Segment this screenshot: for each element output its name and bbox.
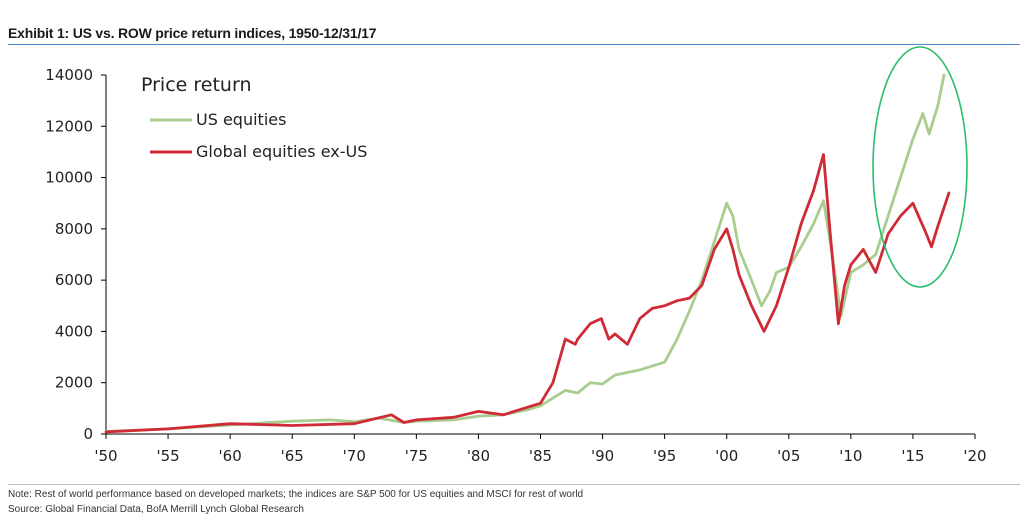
x-tick-label: '10 <box>839 447 862 465</box>
y-tick-label: 6000 <box>55 271 93 289</box>
footer-rule <box>8 484 1020 485</box>
x-tick-label: '70 <box>343 447 366 465</box>
x-tick-label: '90 <box>591 447 614 465</box>
x-tick-label: '05 <box>777 447 800 465</box>
x-tick-label: '65 <box>281 447 304 465</box>
legend-title: Price return <box>141 74 251 96</box>
x-tick-label: '80 <box>467 447 490 465</box>
y-tick-label: 10000 <box>45 169 93 187</box>
chart-legend: Price return US equities Global equities… <box>141 74 367 161</box>
x-tick-label: '15 <box>901 447 924 465</box>
x-tick-label: '60 <box>219 447 242 465</box>
x-tick-label: '55 <box>156 447 179 465</box>
x-tick-label: '00 <box>715 447 738 465</box>
series-line-global-equities-ex-us <box>104 153 951 434</box>
x-tick-label: '75 <box>405 447 428 465</box>
y-tick-label: 2000 <box>55 374 93 392</box>
y-tick-label: 12000 <box>45 117 93 135</box>
y-tick-label: 0 <box>83 425 93 443</box>
x-tick-label: '95 <box>653 447 676 465</box>
chart-series-lines <box>104 73 951 434</box>
x-tick-label: '20 <box>963 447 986 465</box>
highlight-ellipse <box>872 46 968 288</box>
y-tick-label: 8000 <box>55 220 93 238</box>
title-rule <box>8 44 1020 45</box>
legend-label-us-equities: US equities <box>196 110 286 129</box>
x-tick-label: '85 <box>529 447 552 465</box>
footnote: Note: Rest of world performance based on… <box>8 489 584 500</box>
y-tick-label: 14000 <box>45 66 93 84</box>
x-tick-label: '50 <box>94 447 117 465</box>
source-note: Source: Global Financial Data, BofA Merr… <box>8 504 304 515</box>
exhibit-title: Exhibit 1: US vs. ROW price return indic… <box>8 25 377 41</box>
legend-label-global-equities-ex-us: Global equities ex-US <box>196 142 367 161</box>
y-tick-label: 4000 <box>55 322 93 340</box>
chart-axes: 0 2000 4000 6000 8000 10000 12000 14000 '50 '55 '6… <box>45 66 986 465</box>
